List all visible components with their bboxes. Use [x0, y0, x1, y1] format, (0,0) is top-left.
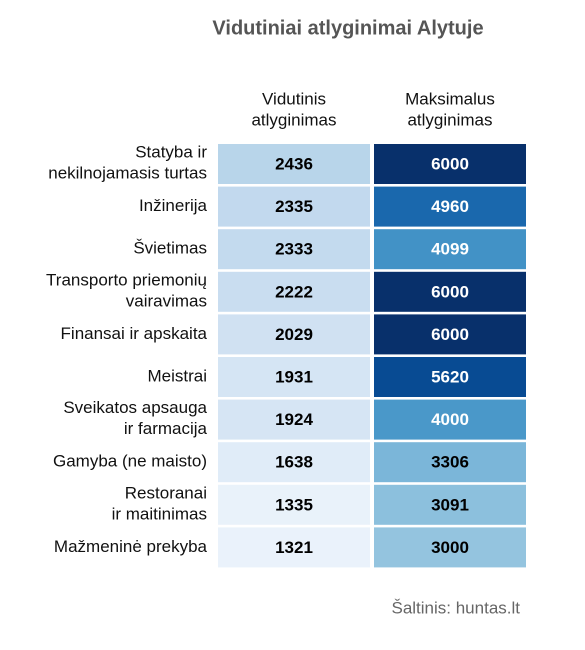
row-label: Meistrai — [147, 366, 207, 385]
cell-value: 4960 — [431, 197, 469, 216]
cell-value: 4099 — [431, 240, 469, 259]
row-label: Transporto priemonių vairavimas — [46, 271, 207, 311]
row-label: Švietimas — [133, 239, 207, 258]
cell-value: 2436 — [275, 154, 313, 173]
row-label: Gamyba (ne maisto) — [53, 452, 207, 471]
heatmap-cell — [374, 144, 526, 184]
heatmap-cell — [374, 442, 526, 483]
row-label: Sveikatos apsauga ir farmacija — [63, 399, 207, 439]
cell-value: 5620 — [431, 367, 469, 386]
cell-value: 3091 — [431, 495, 469, 514]
cell-value: 1924 — [275, 410, 313, 429]
heatmap-cell — [374, 271, 526, 312]
heatmap-cell — [218, 229, 370, 270]
heatmap-cell — [374, 357, 526, 397]
cell-value: 3000 — [431, 538, 469, 557]
cell-value: 6000 — [431, 282, 469, 301]
heatmap-cell — [374, 314, 526, 355]
row-label: Inžinerija — [139, 196, 208, 215]
column-header: Maksimalus atlyginimas — [405, 90, 495, 130]
heatmap-cell — [218, 314, 370, 355]
heatmap-cell — [218, 186, 370, 227]
row-label: Restoranai ir maitinimas — [112, 484, 207, 524]
cell-value: 1321 — [275, 538, 313, 557]
heatmap-cell — [218, 484, 370, 525]
column-header: Vidutinis atlyginimas — [251, 90, 336, 130]
heatmap-cell — [374, 527, 526, 568]
cell-value: 3306 — [431, 453, 469, 472]
chart-title: Vidutiniai atlyginimai Alytuje — [212, 17, 483, 39]
row-label: Finansai ir apskaita — [61, 324, 208, 343]
row-label: Statyba ir nekilnojamasis turtas — [48, 143, 207, 183]
cell-value: 6000 — [431, 154, 469, 173]
heatmap-cell — [218, 271, 370, 312]
heatmap-cell — [218, 357, 370, 397]
cell-value: 2222 — [275, 282, 313, 301]
cell-value: 1931 — [275, 367, 313, 386]
heatmap-cell — [218, 442, 370, 483]
heatmap-cell — [374, 229, 526, 270]
heatmap-cell — [218, 144, 370, 184]
cell-value: 2029 — [275, 325, 313, 344]
cell-value: 1638 — [275, 453, 313, 472]
cell-value: 2335 — [275, 197, 313, 216]
cell-value: 2333 — [275, 240, 313, 259]
heatmap-cell — [374, 399, 526, 440]
heatmap-cell — [374, 186, 526, 227]
heatmap-cell — [218, 399, 370, 440]
cell-value: 4000 — [431, 410, 469, 429]
cell-value: 6000 — [431, 325, 469, 344]
heatmap-cell — [218, 527, 370, 568]
row-label: Mažmeninė prekyba — [54, 537, 208, 556]
source-note: Šaltinis: huntas.lt — [391, 598, 520, 617]
heatmap-cell — [374, 484, 526, 525]
cell-value: 1335 — [275, 495, 313, 514]
